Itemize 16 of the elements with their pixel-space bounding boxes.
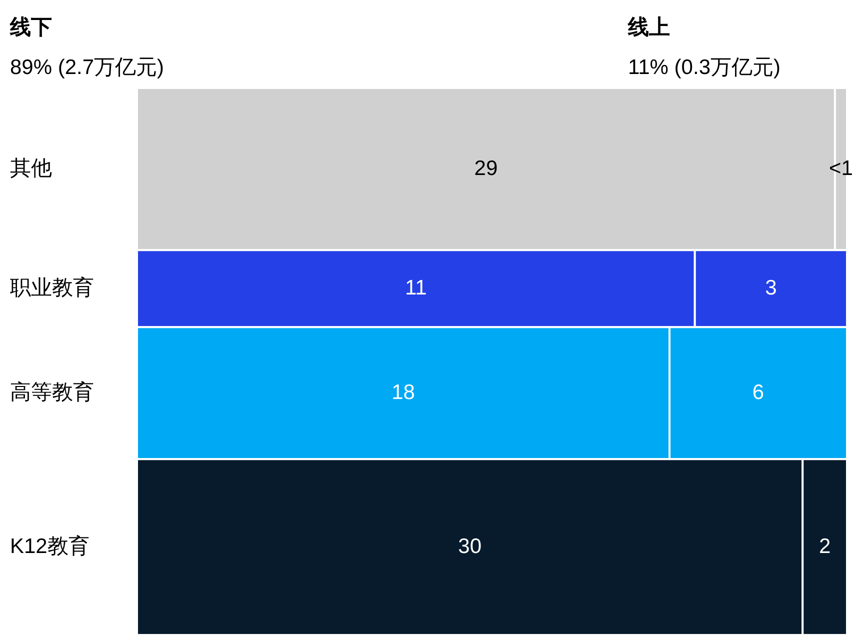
category-label: K12教育 [10,534,90,558]
data-label: <1 [829,157,853,180]
data-label: 11 [405,276,427,300]
data-label: 3 [765,276,777,300]
text: 89% (2.7万亿元) [10,56,164,79]
text: 线上 [627,16,670,39]
data-label: 18 [392,381,415,404]
text: 线下 [9,16,52,39]
text: 11% (0.3万亿元) [628,56,780,79]
data-label: 30 [458,535,482,558]
data-label: 6 [752,381,764,404]
data-label: 29 [474,157,498,180]
category-label: 职业教育 [10,276,94,300]
data-label: 2 [818,535,831,558]
category-label: 高等教育 [10,380,94,404]
category-label: 其他 [10,157,52,180]
